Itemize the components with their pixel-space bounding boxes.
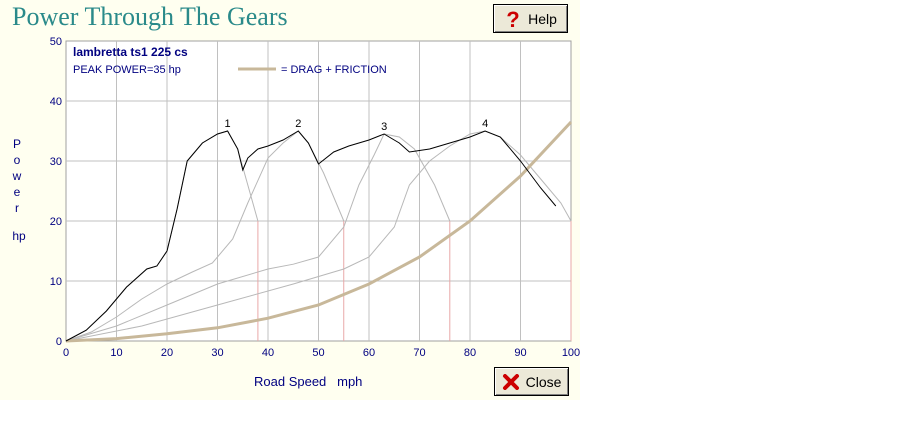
gear-label-3: 3 [381, 121, 387, 133]
drag-friction-curve [65, 120, 573, 343]
y-tick-label: 20 [50, 216, 62, 228]
ylabel-letter-w: w [12, 169, 22, 183]
help-button[interactable]: ? Help [493, 4, 568, 33]
series-group [65, 120, 573, 343]
help-label: Help [528, 10, 557, 27]
gear-label-1: 1 [225, 118, 231, 130]
ylabel-letter-e: e [13, 185, 21, 199]
close-icon [502, 373, 519, 390]
ylabel-unit: hp [12, 229, 26, 243]
y-tick-label: 40 [50, 96, 62, 108]
x-tick-label: 100 [562, 347, 580, 359]
ylabel-letter-r: r [15, 201, 19, 215]
gear-4-curve [65, 130, 572, 342]
x-tick-label: 50 [312, 347, 324, 359]
x-tick-label: 60 [363, 347, 375, 359]
x-axis-label: Road Speed mph [254, 374, 363, 389]
x-tick-label: 80 [464, 347, 476, 359]
gear-3-curve [65, 133, 451, 342]
tick-labels: 0 10 20 30 40 50 60 70 80 90 100 0 10 20 30 40 50 [50, 36, 580, 359]
gear-labels: 1 2 3 4 [225, 118, 489, 133]
gear-label-4: 4 [482, 118, 488, 130]
question-mark-icon: ? [506, 9, 519, 29]
gear-label-2: 2 [295, 118, 301, 130]
close-button[interactable]: Close [494, 367, 569, 396]
y-tick-label: 0 [56, 336, 62, 348]
ylabel-letter-p: P [12, 137, 21, 151]
x-tick-label: 30 [211, 347, 223, 359]
x-tick-label: 20 [161, 347, 173, 359]
chart-heading: lambretta ts1 225 cs [73, 45, 188, 59]
power-envelope-curve [65, 130, 557, 342]
x-tick-label: 70 [413, 347, 425, 359]
window-title: Power Through The Gears [12, 2, 288, 31]
x-tick-label: 40 [262, 347, 274, 359]
y-tick-label: 50 [50, 36, 62, 48]
x-tick-label: 10 [110, 347, 122, 359]
ylabel-letter-o: o [13, 153, 21, 167]
close-label: Close [525, 373, 562, 390]
chart-subheading: PEAK POWER=35 hp [73, 64, 181, 76]
y-tick-label: 30 [50, 156, 62, 168]
svg-text:?: ? [506, 9, 519, 29]
legend-label: = DRAG + FRICTION [281, 64, 387, 76]
y-tick-label: 10 [50, 276, 62, 288]
x-tick-label: 0 [63, 347, 69, 359]
rev-limit-lines [257, 221, 572, 341]
x-tick-label: 90 [514, 347, 526, 359]
